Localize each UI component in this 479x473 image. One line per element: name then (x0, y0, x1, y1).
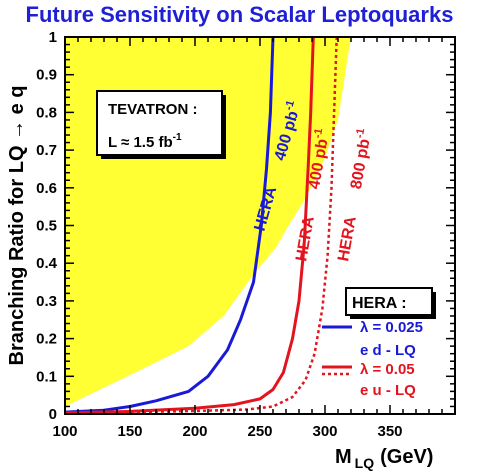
legend-box-shadow (350, 315, 436, 319)
tevatron-box (96, 90, 223, 156)
series-label-exp: -1 (283, 99, 297, 112)
chart-title: Future Sensitivity on Scalar Leptoquarks (25, 2, 454, 27)
tevatron-label: TEVATRON : (108, 101, 197, 118)
series-label-2: HERA 800 pb-1 (332, 127, 375, 262)
tevatron-box-shadow (101, 155, 226, 159)
series-line-2 (65, 37, 338, 414)
y-tick-label: 0 (49, 406, 57, 423)
legend-lambda-1: λ = 0.05 (360, 361, 415, 378)
series-label-exp: -1 (312, 127, 326, 139)
x-axis-label-sub: LQ (355, 455, 375, 471)
y-tick-label: 0.8 (36, 104, 57, 121)
x-tick-label: 300 (312, 423, 337, 440)
series-label-exp: -1 (354, 127, 368, 139)
x-tick-label: 100 (52, 423, 77, 440)
y-tick-label: 0.7 (36, 142, 57, 159)
y-axis-label: Branching Ratio for LQ → e q (6, 85, 28, 365)
x-tick-label: 350 (377, 423, 402, 440)
legend-channel-0: e d - LQ (360, 342, 416, 359)
x-axis-label-unit: (GeV) (380, 446, 433, 468)
tevatron-lumi-value: L ≈ 1.5 fb (108, 134, 173, 151)
tevatron-box-shadow (222, 95, 226, 159)
series-label-main: HERA (335, 215, 360, 263)
x-tick-label: 200 (182, 423, 207, 440)
legend-title: HERA : (352, 295, 407, 312)
y-tick-label: 0.2 (36, 331, 57, 348)
x-tick-label: 250 (247, 423, 272, 440)
legend-channel-1: e u - LQ (360, 382, 416, 399)
series-label-lumi: 800 pb (348, 137, 374, 190)
x-axis-label: M LQ (GeV) (335, 446, 433, 471)
x-axis-label-main: M (335, 446, 352, 468)
x-tick-label: 150 (117, 423, 142, 440)
y-tick-label: 1 (49, 29, 57, 46)
y-tick-label: 0.9 (36, 67, 57, 84)
legend-box-shadow (432, 292, 436, 319)
legend-box (345, 287, 433, 316)
tevatron-lumi-exp: -1 (173, 132, 182, 143)
y-tick-label: 0.6 (36, 180, 57, 197)
tevatron-lumi: L ≈ 1.5 fb-1 (108, 132, 182, 151)
y-tick-label: 0.4 (36, 255, 58, 272)
y-tick-label: 0.1 (36, 368, 57, 385)
y-tick-label: 0.5 (36, 218, 57, 235)
y-tick-label: 0.3 (36, 293, 57, 310)
series-label-main: HERA (293, 215, 318, 263)
legend-lambda-0: λ = 0.025 (360, 319, 423, 336)
